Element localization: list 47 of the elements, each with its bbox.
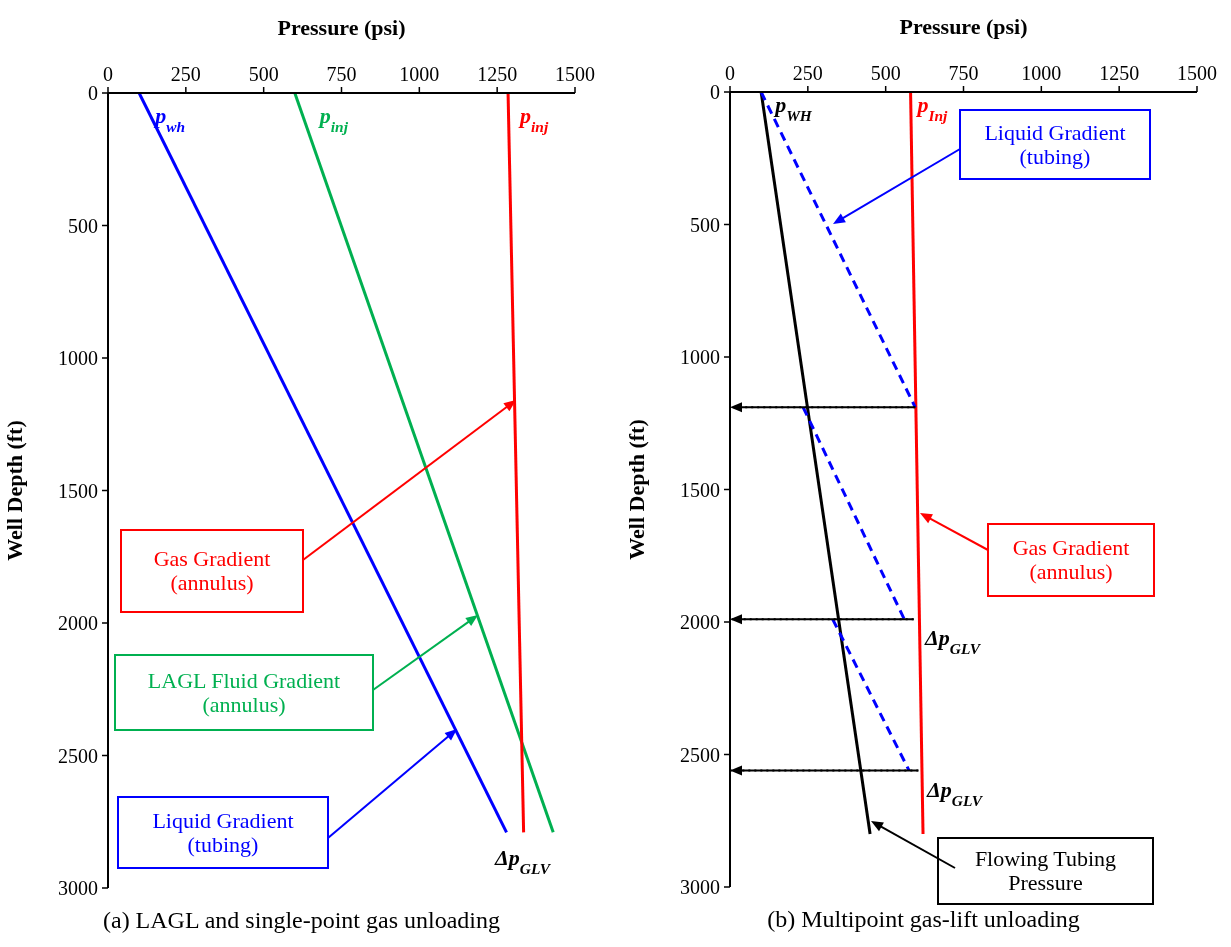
x-tick-label: 1000 bbox=[399, 63, 440, 85]
y-tick-label: 500 bbox=[68, 214, 98, 237]
y-tick-label: 2500 bbox=[680, 743, 720, 766]
y-tick-label: 2000 bbox=[58, 612, 98, 634]
annotation: Liquid Gradient (tubing) bbox=[984, 119, 1126, 169]
y-tick-label: 1500 bbox=[58, 479, 98, 502]
annotation: Δp$_{GLV}$ bbox=[924, 625, 982, 657]
x-tick-label: 1500 bbox=[555, 63, 595, 85]
x-tick-label: 750 bbox=[948, 62, 979, 84]
annotation: Gas Gradient (annulus) bbox=[1012, 535, 1130, 584]
x-tick-label: 0 bbox=[103, 63, 113, 85]
y-tick-label: 1000 bbox=[58, 347, 98, 369]
x-axis-title: Pressure (psi) bbox=[899, 14, 1028, 39]
x-axis-title: Pressure (psi) bbox=[277, 15, 406, 40]
y-tick-label: 500 bbox=[690, 213, 720, 236]
y-tick-label: 1500 bbox=[680, 478, 720, 501]
x-tick-label: 500 bbox=[248, 63, 279, 85]
annotation: Liquid Gradient (tubing) bbox=[152, 807, 294, 857]
y-tick-label: 0 bbox=[88, 82, 98, 104]
annotation: Gas Gradient (annulus) bbox=[153, 546, 271, 595]
annotation: p$_{inj}$ bbox=[317, 103, 349, 135]
x-tick-label: 750 bbox=[326, 63, 357, 85]
annotation: Δp$_{GLV}$ bbox=[926, 777, 984, 809]
y-tick-label: 1000 bbox=[680, 346, 720, 368]
annotation: p$_{WH}$ bbox=[773, 92, 813, 124]
y-tick-label: 2000 bbox=[680, 611, 720, 633]
annotation: p$_{Inj}$ bbox=[915, 92, 949, 124]
annotation: Flowing Tubing Pressure bbox=[974, 846, 1117, 895]
x-tick-label: 250 bbox=[792, 62, 823, 84]
x-tick-label: 0 bbox=[725, 62, 735, 84]
x-tick-label: 500 bbox=[870, 62, 901, 84]
y-tick-label: 3000 bbox=[58, 877, 98, 899]
x-tick-label: 1250 bbox=[477, 63, 518, 85]
x-tick-label: 1000 bbox=[1021, 62, 1062, 84]
annotation: Δp$_{GLV}$ bbox=[494, 845, 552, 877]
y-tick-label: 0 bbox=[710, 81, 720, 103]
text: (b) Multipoint gas-lift unloading bbox=[767, 906, 1080, 932]
y-tick-label: 2500 bbox=[58, 744, 98, 767]
annotation: LAGL Fluid Gradient (annulus) bbox=[147, 667, 341, 717]
y-tick-label: 3000 bbox=[680, 876, 720, 898]
x-tick-label: 1500 bbox=[1177, 62, 1217, 84]
x-tick-label: 250 bbox=[170, 63, 201, 85]
annotation: p$_{inj}$ bbox=[518, 103, 549, 135]
text: (a) LAGL and single-point gas unloading bbox=[102, 907, 501, 933]
x-tick-label: 1250 bbox=[1099, 62, 1140, 84]
y-axis-title: Well Depth (ft) bbox=[624, 419, 649, 560]
y-axis-title: Well Depth (ft) bbox=[2, 420, 27, 561]
